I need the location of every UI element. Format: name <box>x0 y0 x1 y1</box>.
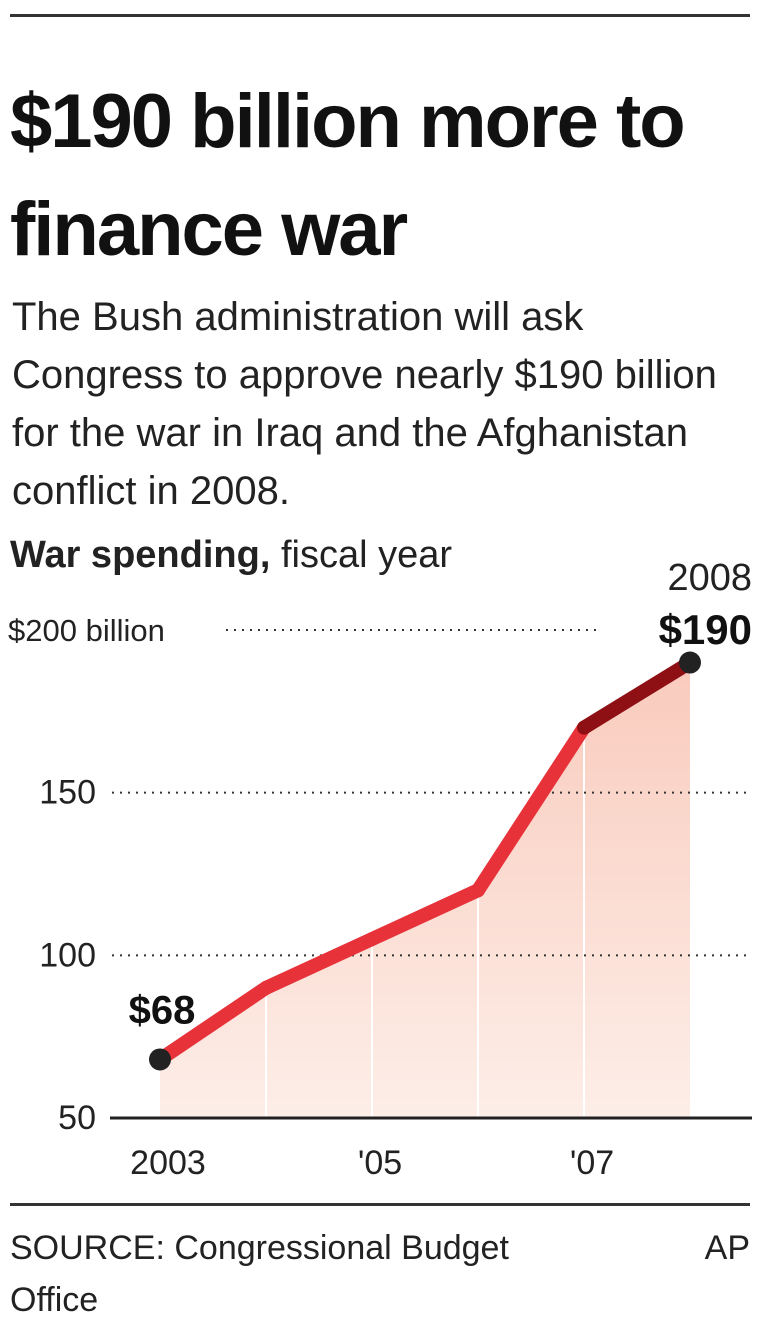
x-tick-label: 2003 <box>130 1144 206 1182</box>
point-label: $68 <box>129 988 196 1032</box>
chart-label-bold: War spending, <box>10 534 271 576</box>
headline: $190 billion more to finance war <box>10 79 686 272</box>
x-tick-label: '07 <box>570 1144 614 1182</box>
y-tick-label: 50 <box>58 1099 96 1137</box>
area-fill <box>160 662 690 1118</box>
line-segment <box>577 655 697 735</box>
credit: AP <box>704 1229 750 1267</box>
y-tick-label: 150 <box>39 774 96 812</box>
chart-label-rest: fiscal year <box>280 534 453 576</box>
source-note: SOURCE: Congressional Budget Office <box>10 1229 509 1319</box>
bottom-rule <box>10 1203 750 1206</box>
data-point <box>149 1048 171 1071</box>
subtitle: The Bush administration will ask Congres… <box>12 295 717 513</box>
line-segment <box>153 980 273 1067</box>
chart: $200 billion 150 100 50 2003 '05 '07 $68 2008 $19… <box>8 557 752 1182</box>
x-tick-label: '05 <box>358 1144 402 1182</box>
chart-label: War spending, fiscal year <box>10 534 452 577</box>
line-segment <box>259 932 379 995</box>
line-segment <box>365 883 485 947</box>
point-year-label: 2008 <box>667 557 752 599</box>
data-point <box>679 651 701 674</box>
line-segment <box>471 720 591 898</box>
point-label: $190 <box>659 606 752 653</box>
y-tick-label: 100 <box>39 936 96 974</box>
top-rule <box>10 14 750 17</box>
y-tick-label: $200 billion <box>8 613 165 648</box>
